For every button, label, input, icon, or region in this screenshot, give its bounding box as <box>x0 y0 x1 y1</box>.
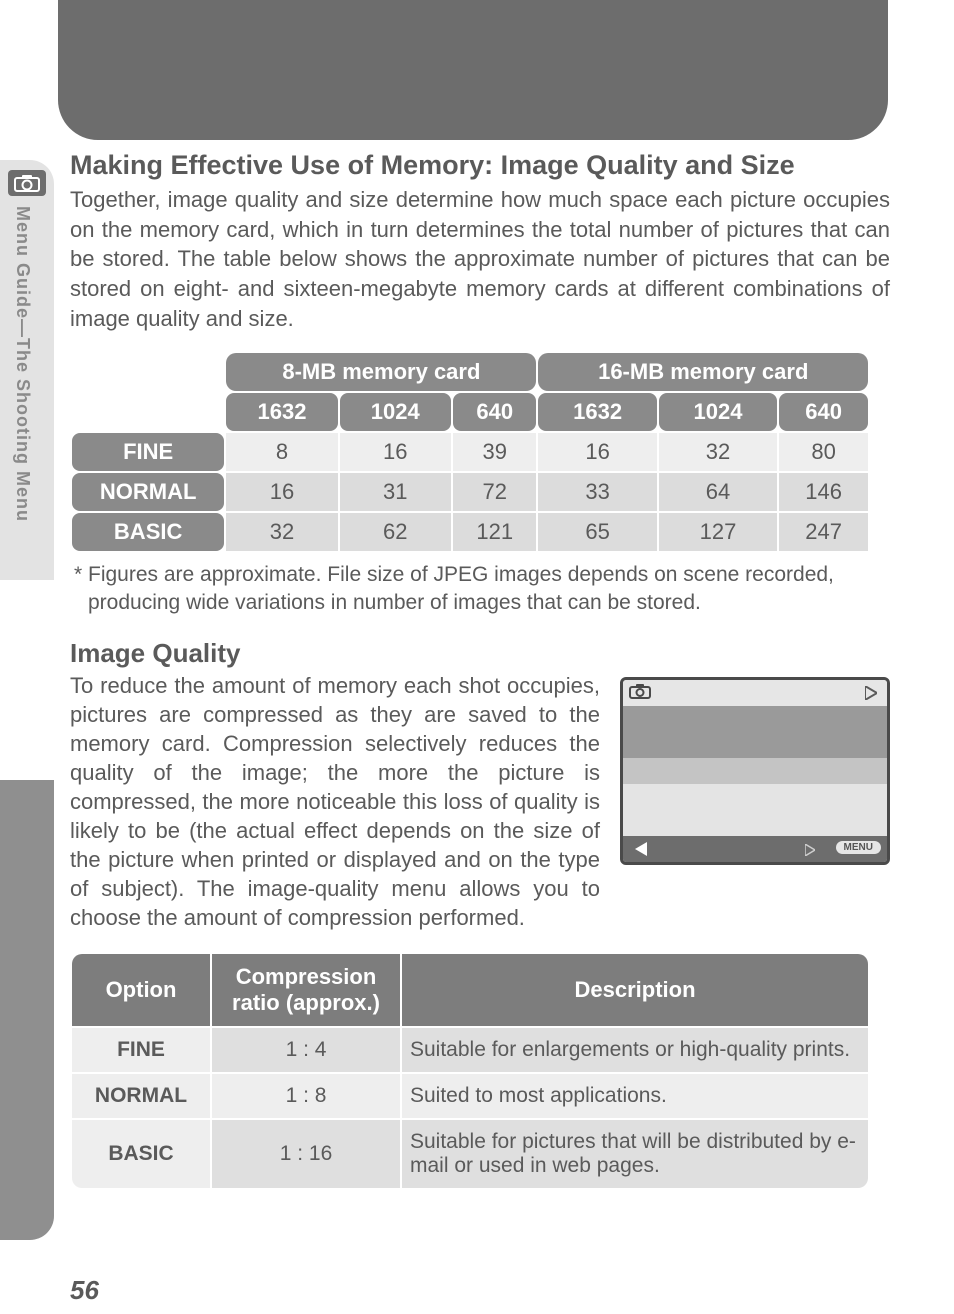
menu-row <box>623 732 887 758</box>
side-tab-label: Menu Guide—The Shooting Menu <box>12 206 33 522</box>
table-cell: 80 <box>779 433 868 471</box>
table-header: Description <box>401 953 869 1027</box>
table-cell: 65 <box>538 513 656 551</box>
section-heading: Making Effective Use of Memory: Image Qu… <box>70 150 890 181</box>
table-cell: 39 <box>453 433 537 471</box>
ratio-cell: 1 : 16 <box>211 1119 401 1189</box>
option-cell: NORMAL <box>71 1073 211 1119</box>
table-cell: 64 <box>659 473 777 511</box>
table-cell: 31 <box>340 473 451 511</box>
camera-icon <box>8 170 46 196</box>
camera-icon <box>629 683 651 704</box>
table-cell: 33 <box>538 473 656 511</box>
top-panel <box>58 0 888 140</box>
side-tab-upper: Menu Guide—The Shooting Menu <box>0 160 54 580</box>
table-sub-header: 1632 <box>538 393 656 431</box>
table-corner <box>72 393 224 431</box>
row-label: BASIC <box>72 513 224 551</box>
table-sub-header: 1024 <box>340 393 451 431</box>
table-sub-header: 640 <box>453 393 537 431</box>
table-row: NORMAL 1 : 8 Suited to most applications… <box>71 1073 869 1119</box>
page-number: 56 <box>70 1275 99 1306</box>
chevron-right-icon <box>865 686 877 705</box>
table-cell: 16 <box>226 473 337 511</box>
table-row: NORMAL 16 31 72 33 64 146 <box>72 473 868 511</box>
table-group-header: 8-MB memory card <box>226 353 536 391</box>
row-label: NORMAL <box>72 473 224 511</box>
menu-button-label: MENU <box>836 841 881 854</box>
table-row: FINE 8 16 39 16 32 80 <box>72 433 868 471</box>
table-cell: 62 <box>340 513 451 551</box>
page-content: Making Effective Use of Memory: Image Qu… <box>70 150 890 1190</box>
menu-row <box>623 758 887 784</box>
menu-row <box>623 706 887 732</box>
table-header: Option <box>71 953 211 1027</box>
intro-paragraph: Together, image quality and size determi… <box>70 185 890 333</box>
table-sub-header: 1632 <box>226 393 337 431</box>
option-cell: FINE <box>71 1027 211 1073</box>
desc-cell: Suitable for enlargements or high-qualit… <box>401 1027 869 1073</box>
side-tab: Menu Guide—The Shooting Menu <box>0 160 58 1300</box>
table-cell: 8 <box>226 433 337 471</box>
table-sub-header: 640 <box>779 393 868 431</box>
table-cell: 247 <box>779 513 868 551</box>
ratio-cell: 1 : 8 <box>211 1073 401 1119</box>
table-row: BASIC 1 : 16 Suitable for pictures that … <box>71 1119 869 1189</box>
chevron-right-icon <box>805 843 815 861</box>
table-row: BASIC 32 62 121 65 127 247 <box>72 513 868 551</box>
table-cell: 32 <box>659 433 777 471</box>
footnote: * Figures are approximate. File size of … <box>70 561 890 616</box>
table-cell: 16 <box>340 433 451 471</box>
row-label: FINE <box>72 433 224 471</box>
table-cell: 127 <box>659 513 777 551</box>
side-tab-lower <box>0 780 54 1240</box>
ratio-cell: 1 : 4 <box>211 1027 401 1073</box>
table-cell: 32 <box>226 513 337 551</box>
subsection-heading: Image Quality <box>70 638 890 669</box>
desc-cell: Suited to most applications. <box>401 1073 869 1119</box>
menu-titlebar <box>623 680 887 706</box>
menu-row <box>623 784 887 810</box>
option-cell: BASIC <box>71 1119 211 1189</box>
menu-screenshot: MENU <box>620 677 890 932</box>
table-header: Compression ratio (approx.) <box>211 953 401 1027</box>
table-cell: 72 <box>453 473 537 511</box>
desc-cell: Suitable for pictures that will be distr… <box>401 1119 869 1189</box>
table-cell: 121 <box>453 513 537 551</box>
table-group-header: 16-MB memory card <box>538 353 868 391</box>
table-corner <box>72 353 224 391</box>
chevron-left-icon <box>635 842 647 861</box>
storage-capacity-table: 8-MB memory card 16-MB memory card 1632 … <box>70 351 870 553</box>
menu-row <box>623 810 887 836</box>
table-sub-header: 1024 <box>659 393 777 431</box>
menu-footer: MENU <box>623 836 887 862</box>
table-row: FINE 1 : 4 Suitable for enlargements or … <box>71 1027 869 1073</box>
table-cell: 16 <box>538 433 656 471</box>
compression-table: Option Compression ratio (approx.) Descr… <box>70 952 870 1190</box>
table-cell: 146 <box>779 473 868 511</box>
image-quality-paragraph: To reduce the amount of memory each shot… <box>70 671 600 932</box>
